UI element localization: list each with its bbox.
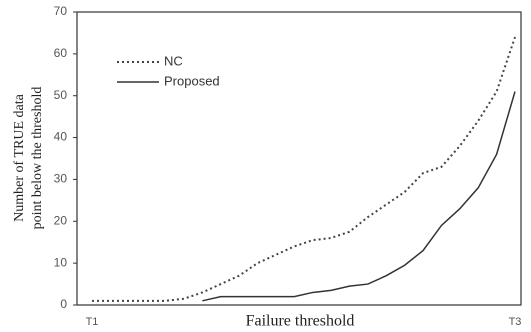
x-axis-label: Failure threshold [246,313,355,330]
y-tick-label: 70 [54,4,68,18]
series-line [92,36,516,302]
y-tick-label: 20 [54,213,68,227]
plot-frame [76,11,522,306]
y-tick-label: 40 [54,130,68,144]
y-tick-label: 30 [54,172,68,186]
y-axis-label: point below the threshold [30,87,45,230]
y-tick-label: 0 [60,297,67,311]
y-tick-label: 10 [54,255,68,269]
y-axis-label: Number of TRUE data [12,93,27,221]
series-line [202,91,516,302]
legend-label: NC [164,53,183,68]
x-tick-label: T3 [509,316,522,328]
x-tick-label: T1 [86,316,99,328]
y-tick-label: 50 [54,88,68,102]
legend-label: Proposed [164,73,220,88]
y-tick-label: 60 [54,46,68,60]
